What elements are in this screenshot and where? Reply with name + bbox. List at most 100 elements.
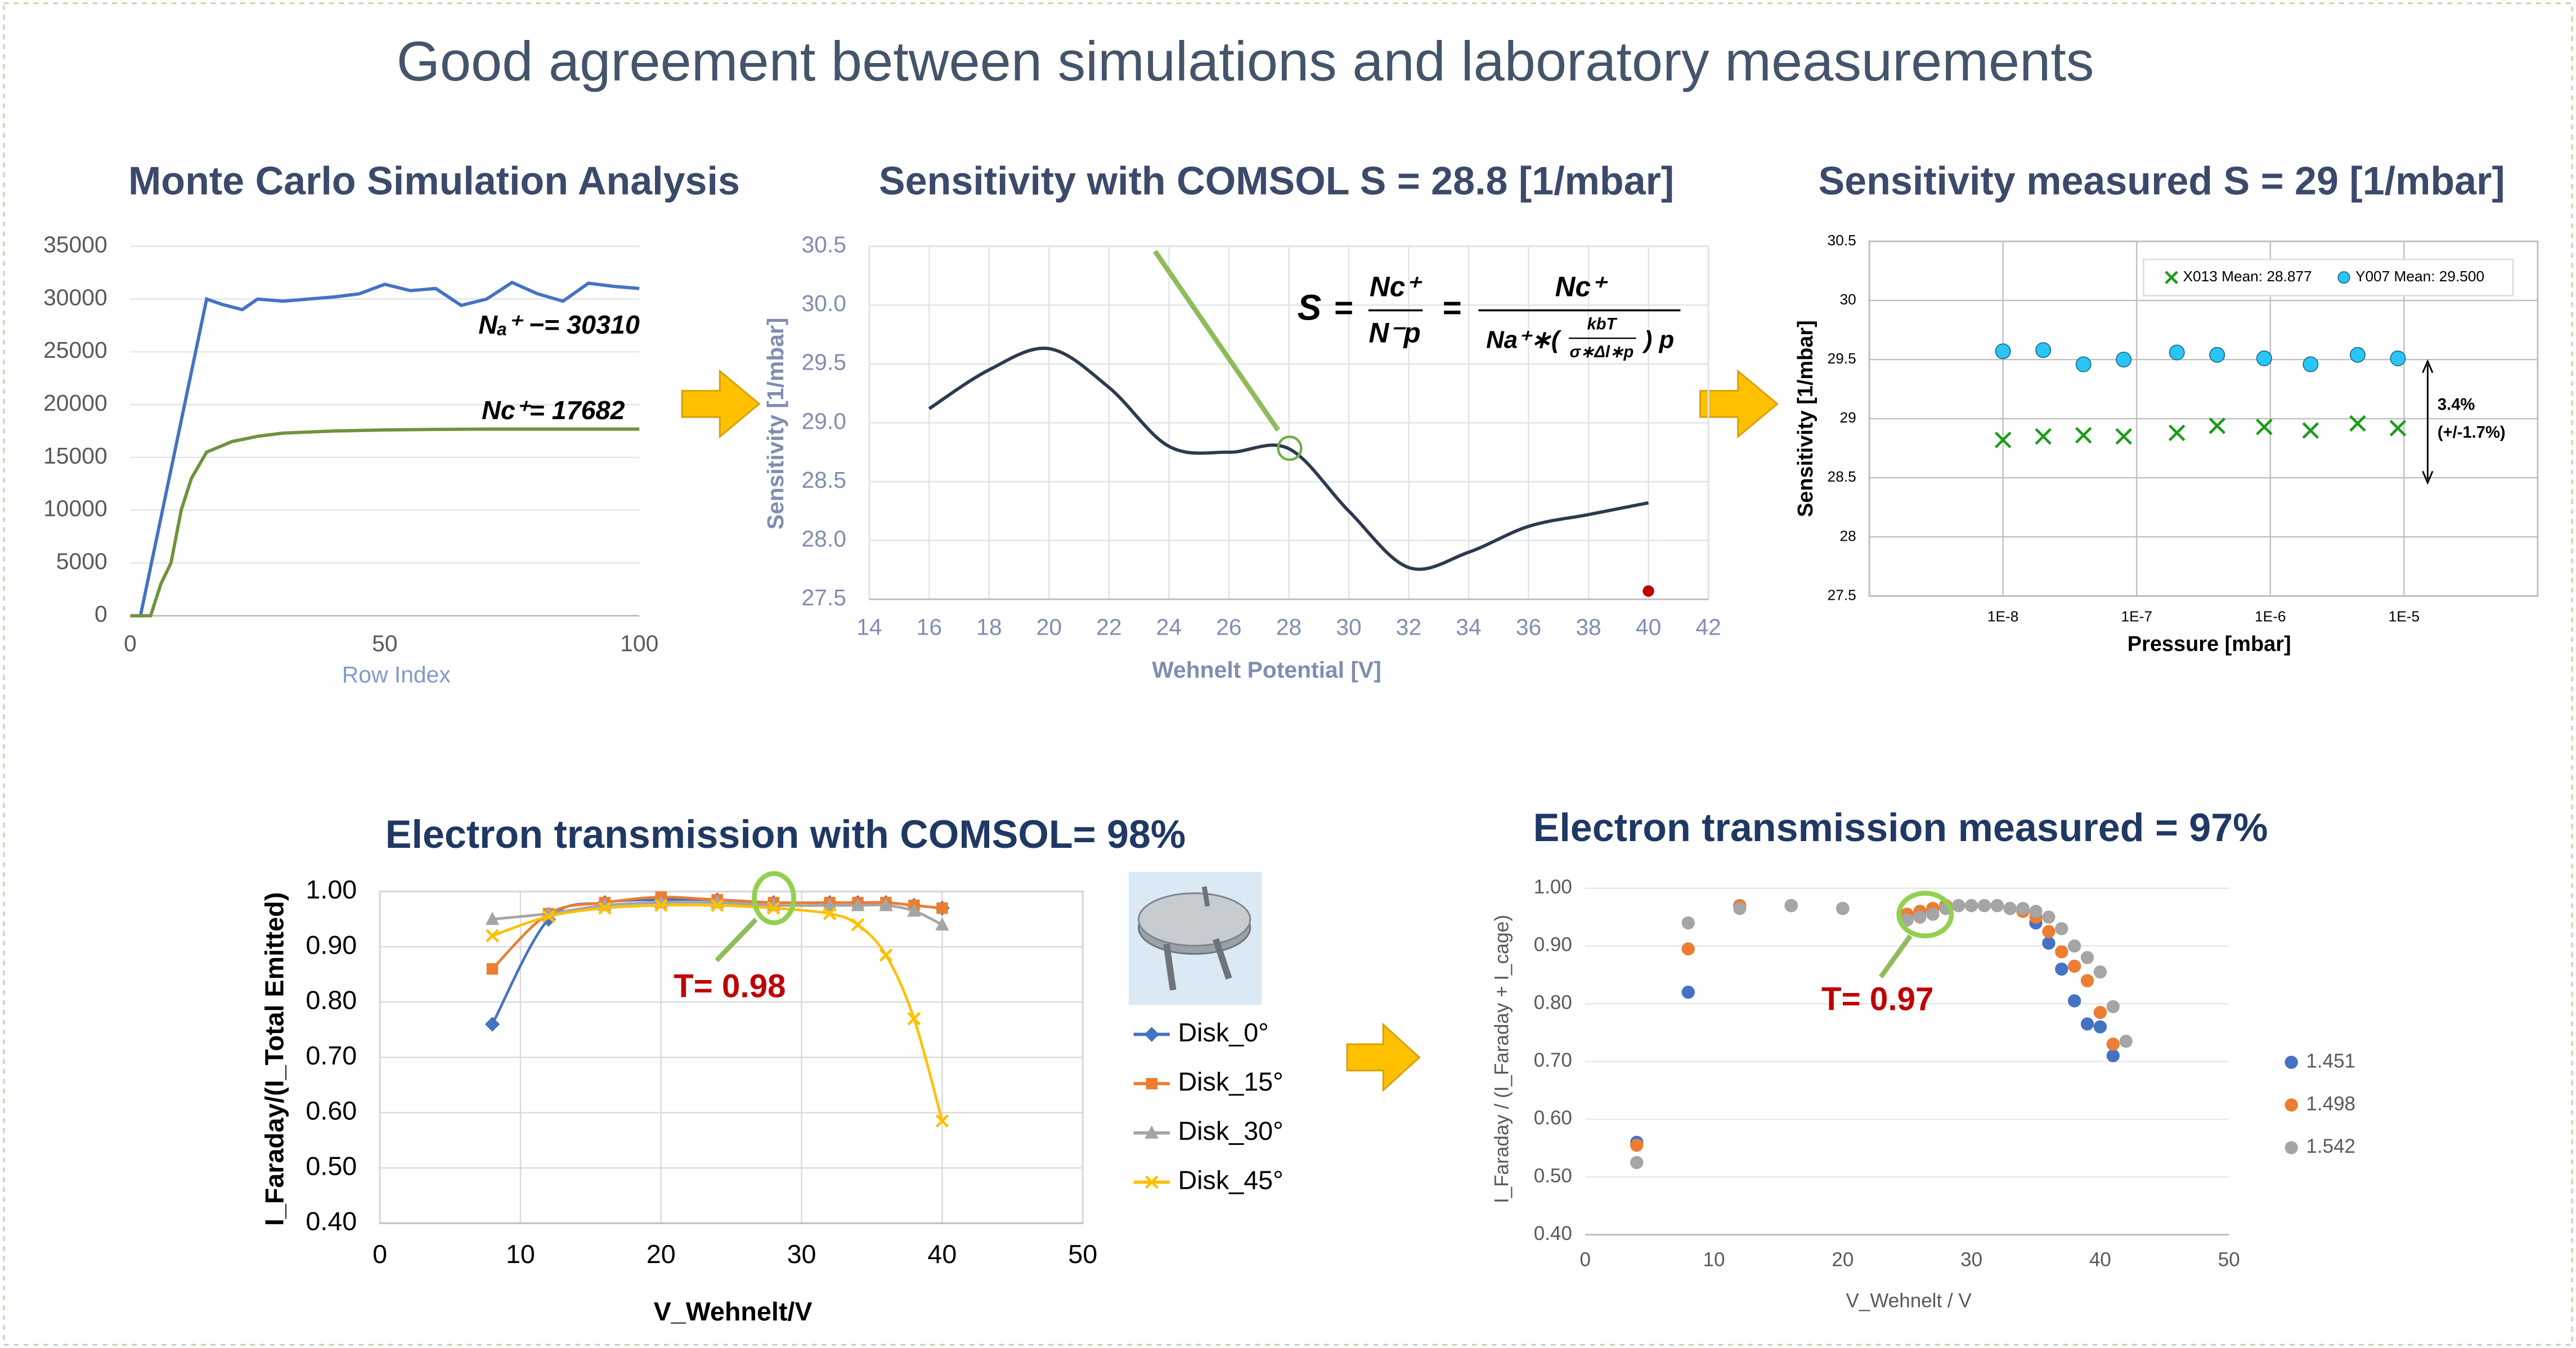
marker [2068, 960, 2081, 973]
x-tick-label: 28 [1276, 614, 1302, 640]
marker [1733, 902, 1746, 915]
y-tick-label: 28.5 [801, 467, 846, 493]
formula-part: S [1298, 287, 1322, 328]
legend-label: 1.451 [2306, 1050, 2355, 1072]
y-tick-label: 0.70 [1534, 1049, 1572, 1071]
x-tick-label: 0 [124, 631, 137, 657]
x-tick-label: 30 [1336, 614, 1361, 640]
y-tick-label: 0.40 [306, 1207, 357, 1236]
x-tick-label: 32 [1396, 614, 1421, 640]
formula-part: = [1443, 290, 1462, 326]
marker [2170, 345, 2184, 360]
y-tick-label: 0.60 [306, 1096, 357, 1125]
marker [1926, 907, 1939, 920]
marker [1978, 899, 1991, 912]
marker [2068, 940, 2081, 952]
formula-part: Nc⁺ [1370, 271, 1422, 303]
marker [1913, 910, 1926, 923]
marker [2042, 925, 2055, 938]
marker [2016, 902, 2029, 915]
y-tick-label: 25000 [43, 337, 107, 363]
y-tick-label: 35000 [43, 232, 107, 258]
y-tick-label: 30.0 [801, 290, 846, 316]
marker [2107, 1037, 2120, 1050]
formula-part: N⁻p [1369, 317, 1421, 348]
x-tick-label: 34 [1456, 614, 1481, 640]
x-tick-label: 10 [506, 1239, 535, 1269]
marker [2055, 945, 2068, 958]
y-tick-label: 28 [1840, 527, 1856, 544]
annotation: T= 0.97 [1821, 981, 1934, 1018]
marker [2390, 351, 2405, 366]
x-tick-label: 1E-7 [2121, 608, 2152, 624]
marker [2303, 357, 2318, 371]
marker [2029, 905, 2042, 918]
marker [1642, 585, 1654, 596]
annotation: (+/-1.7%) [2438, 424, 2506, 442]
x-tick-label: 22 [1096, 614, 1121, 640]
disk-image [1129, 872, 1262, 1005]
formula-part: Na⁺∗( [1486, 326, 1562, 354]
chart-title: Sensitivity measured S = 29 [1/mbar] [1818, 159, 2505, 203]
formula-part: Nc⁺ [1555, 271, 1608, 303]
y-tick-label: 0.50 [306, 1151, 357, 1180]
legend-label: 1.498 [2306, 1093, 2355, 1115]
annotation: Nc⁺= 17682 [482, 396, 625, 425]
x-axis-label: Pressure [mbar] [2128, 632, 2291, 656]
x-tick-label: 1E-5 [2389, 608, 2420, 624]
y-tick-label: 0.60 [1534, 1107, 1572, 1129]
y-tick-label: 29.0 [801, 408, 846, 434]
y-tick-label: 15000 [43, 443, 107, 469]
y-axis-label: Sensitivity [1/mbar] [1794, 320, 1817, 517]
x-tick-label: 40 [2089, 1249, 2111, 1271]
x-tick-label: 0 [373, 1239, 387, 1269]
marker [2081, 974, 2094, 987]
y-tick-label: 30.5 [801, 232, 846, 258]
marker [2285, 1056, 2297, 1069]
marker [2210, 348, 2224, 362]
x-tick-label: 10 [1703, 1249, 1725, 1271]
x-tick-label: 1E-8 [1987, 608, 2018, 624]
marker [2076, 357, 2091, 371]
marker [2107, 1000, 2120, 1013]
y-tick-label: 0.50 [1534, 1165, 1572, 1187]
y-tick-label: 1.00 [306, 875, 357, 904]
x-axis-label: Row Index [342, 662, 451, 688]
marker [1785, 899, 1798, 912]
marker [2116, 352, 2131, 367]
marker [2042, 910, 2055, 923]
y-tick-label: 28.0 [801, 525, 846, 551]
marker [2094, 965, 2107, 978]
marker [2004, 902, 2017, 915]
formula-part: = [1334, 290, 1353, 326]
marker [1965, 899, 1978, 912]
x-tick-label: 40 [1636, 614, 1661, 640]
y-tick-label: 5000 [56, 548, 107, 574]
x-tick-label: 50 [1068, 1239, 1097, 1269]
x-tick-label: 20 [647, 1239, 676, 1269]
legend-label: X013 Mean: 28.877 [2183, 268, 2312, 285]
marker [487, 963, 498, 974]
x-tick-label: 16 [917, 614, 942, 640]
marker [2350, 348, 2365, 362]
marker [1991, 899, 2004, 912]
x-axis-label: V_Wehnelt / V [1846, 1290, 1972, 1312]
x-tick-label: 30 [1960, 1249, 1982, 1271]
legend-label: 1.542 [2306, 1135, 2355, 1157]
x-tick-label: 50 [2218, 1249, 2240, 1271]
marker [2094, 1020, 2107, 1033]
marker [1146, 1078, 1157, 1089]
chart-title: Electron transmission measured = 97% [1533, 806, 2268, 850]
y-tick-label: 30 [1840, 291, 1856, 308]
y-tick-label: 29.5 [1828, 350, 1856, 367]
chart-title: Electron transmission with COMSOL= 98% [385, 812, 1186, 856]
y-tick-label: 0.80 [1534, 991, 1572, 1013]
y-tick-label: 0 [95, 601, 107, 627]
marker [2055, 963, 2068, 976]
y-tick-label: 30.5 [1828, 232, 1856, 249]
marker [2055, 922, 2068, 935]
annotation: 3.4% [2438, 396, 2475, 414]
y-tick-label: 20000 [43, 390, 107, 416]
marker [1836, 902, 1849, 915]
x-tick-label: 20 [1832, 1249, 1854, 1271]
